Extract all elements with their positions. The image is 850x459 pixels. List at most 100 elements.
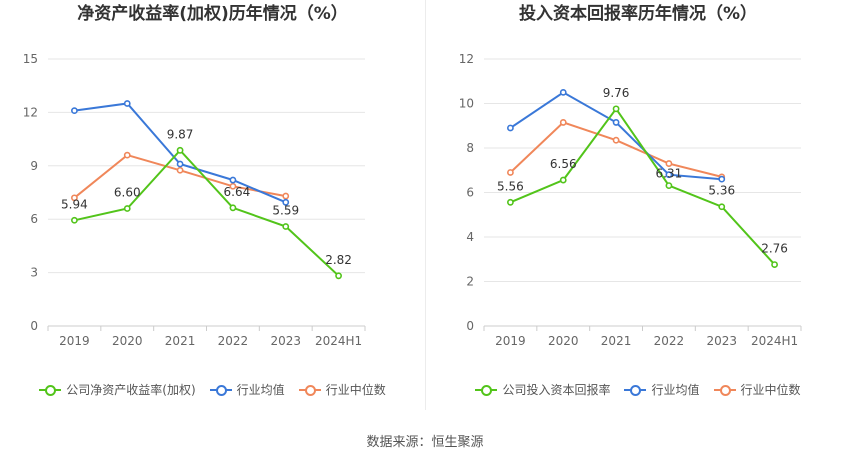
legend-label: 行业中位数 [740,383,801,397]
data-label: 5.56 [497,179,524,193]
y-tick-label: 9 [30,159,38,173]
roic-chart-plot: 0 2 4 6 8 10 12 2019 2020 2021 2022 2023 2024H1 5.56 6… [459,52,802,348]
data-point [282,223,290,230]
x-tick-label: 2024H1 [315,334,362,348]
data-point [71,107,78,115]
legend-swatch [39,384,62,396]
data-point [559,176,567,184]
data-point [335,272,342,280]
data-point [123,100,131,107]
roe-chart-plot: 0 3 6 9 12 15 2019 2020 2021 2022 2023 2024H1 5.94 6.… [23,52,366,348]
data-point [718,203,726,211]
data-label: 6.64 [224,185,251,199]
legend-marker [481,384,493,396]
x-tick-label: 2023 [706,334,737,348]
y-tick-label: 4 [466,230,474,244]
data-point [507,169,514,176]
legend-swatch [298,384,321,396]
data-label: 6.31 [656,167,683,181]
data-point [229,204,237,212]
data-point [718,175,726,183]
y-tick-label: 6 [466,186,474,200]
legend-swatch [209,384,232,396]
data-point [665,182,673,190]
data-point [176,146,184,154]
legend-marker [630,384,642,396]
data-point [771,261,778,268]
x-tick-label: 2021 [601,334,632,348]
y-tick-label: 8 [466,141,474,155]
data-label: 9.87 [167,127,194,141]
legend-marker [304,384,316,396]
data-point [665,160,673,167]
data-point [612,119,620,126]
roic-chart-panel: 投入资本回报率历年情况（%） 0 2 4 6 8 10 12 2019 2020 2021 2022… [426,0,850,410]
panel-divider [425,0,426,410]
legend-marker [215,384,227,396]
series-line [509,91,722,181]
x-tick-label: 2022 [654,334,685,348]
chart-title: 投入资本回报率历年情况（%） [518,4,758,24]
y-tick-label: 12 [23,105,38,119]
legend-item[interactable]: 行业中位数 [713,381,801,398]
y-tick-label: 6 [30,212,38,226]
data-point [123,205,131,212]
legend-swatch [475,384,498,396]
legend-swatch [624,384,647,396]
x-tick-label: 2020 [112,334,143,348]
legend-label: 行业均值 [236,383,285,397]
series-line [510,107,776,266]
x-tick-label: 2023 [270,334,301,348]
legend-swatch [713,384,736,396]
data-point [176,166,184,174]
data-point [665,171,673,179]
data-point [507,124,514,132]
legend-label: 公司投入资本回报率 [502,383,611,397]
data-point [123,151,131,159]
roe-chart-panel: 净资产收益率(加权)历年情况（%） 0 3 6 9 12 15 2019 2020 2021 20… [0,0,425,410]
y-tick-label: 10 [459,97,474,111]
y-tick-label: 0 [30,319,38,333]
data-label: 6.60 [114,186,141,200]
data-point [71,216,78,224]
x-tick-label: 2019 [59,334,90,348]
data-point [507,198,514,206]
data-label: 5.94 [61,197,88,211]
data-point [282,192,290,200]
legend-item[interactable]: 公司投入资本回报率 [475,381,610,398]
x-tick-label: 2022 [218,334,249,348]
legend-item[interactable]: 行业中位数 [298,381,386,398]
legend-marker [719,384,731,396]
legend-label: 公司净资产收益率(加权) [66,383,196,397]
x-tick-label: 2024H1 [751,334,798,348]
legend-marker [45,384,57,396]
data-point [229,176,237,184]
x-tick-label: 2020 [548,334,579,348]
data-source-note: 数据来源：恒生聚源 [366,435,484,450]
legend-label: 行业均值 [651,383,700,397]
data-point [176,160,184,168]
x-tick-label: 2019 [495,334,526,348]
data-point [559,119,567,126]
legend-label: 行业中位数 [325,383,386,397]
y-tick-label: 15 [23,52,38,66]
data-label: 2.82 [325,253,352,267]
data-label: 5.59 [272,203,299,217]
y-tick-label: 0 [466,319,474,333]
roic-chart-legend: 公司投入资本回报率 行业均值 行业中位数 [426,381,850,398]
data-point [559,88,567,96]
data-label: 9.76 [603,86,630,100]
data-point [71,194,78,202]
legend-item[interactable]: 公司净资产收益率(加权) [39,381,196,398]
series-line [509,121,723,178]
data-label: 2.76 [761,242,788,256]
data-label: 6.56 [550,157,577,171]
data-point [612,105,620,113]
data-point [612,136,620,144]
y-tick-label: 12 [459,52,474,66]
legend-item[interactable]: 行业均值 [209,381,285,398]
legend-item[interactable]: 行业均值 [624,381,700,398]
roe-chart-legend: 公司净资产收益率(加权) 行业均值 行业中位数 [0,381,425,398]
data-label: 5.36 [708,184,735,198]
data-point [229,182,237,190]
